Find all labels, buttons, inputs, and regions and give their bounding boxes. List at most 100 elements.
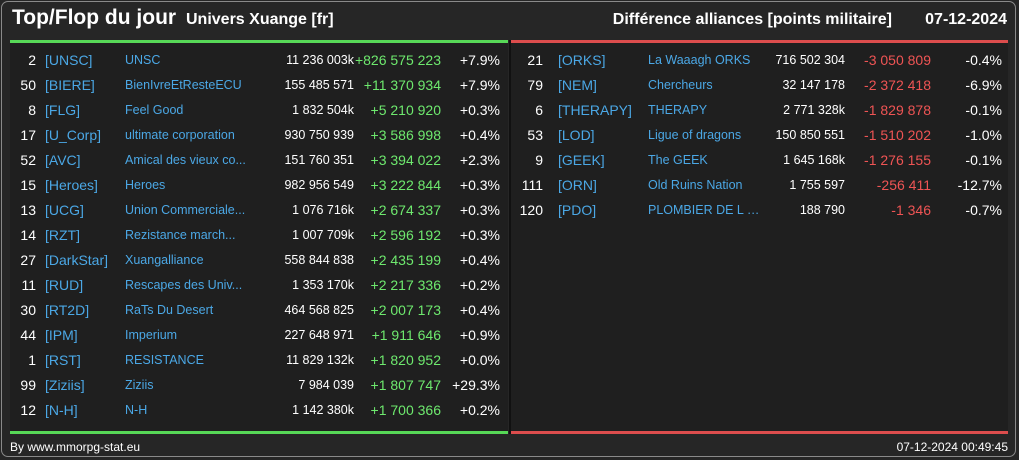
alliance-rank: 30 (20, 302, 36, 318)
alliance-rank: 2 (28, 52, 36, 68)
alliance-name-link[interactable]: ultimate corporation (125, 128, 235, 142)
alliance-tag-link[interactable]: [NEM] (558, 77, 597, 93)
alliance-tag-link[interactable]: [FLG] (45, 102, 81, 118)
gainer-row: 2 [UNSC] UNSC 11 236 003k +826 575 223 +7.9% (10, 48, 508, 73)
alliance-name-link[interactable]: RaTs Du Desert (125, 303, 214, 317)
panel-divider (509, 40, 511, 434)
points-difference: +826 575 223 (354, 52, 441, 68)
points-difference: +1 700 366 (370, 402, 441, 418)
points-difference: -3 050 809 (864, 52, 931, 68)
alliance-points: 227 648 971 (284, 328, 354, 342)
alliance-name-link[interactable]: PLOMBIER DE L O... (648, 203, 764, 217)
alliance-name-link[interactable]: Ligue of dragons (648, 128, 742, 142)
alliance-points: 1 645 168k (783, 153, 845, 167)
alliance-name-link[interactable]: Xuangalliance (125, 253, 204, 267)
loser-row: 79 [NEM] Chercheurs 32 147 178 -2 372 418 -6.… (511, 73, 1008, 98)
alliance-tag-link[interactable]: [U_Corp] (45, 127, 102, 143)
alliance-name-link[interactable]: BienIvreEtResteECU (125, 78, 242, 92)
points-difference: -1 276 155 (864, 152, 931, 168)
percent-change: +7.9% (459, 77, 500, 93)
points-difference: -256 411 (876, 177, 931, 193)
points-difference: +3 394 022 (370, 152, 441, 168)
alliance-rank: 6 (535, 102, 543, 118)
gainer-row: 1 [RST] RESISTANCE 11 829 132k +1 820 952 +0.… (10, 348, 508, 373)
alliance-tag-link[interactable]: [Heroes] (45, 177, 98, 193)
alliance-points: 151 760 351 (284, 153, 354, 167)
alliance-name-link[interactable]: The GEEK (648, 153, 708, 167)
alliance-tag-link[interactable]: [PDO] (558, 202, 597, 218)
alliance-points: 188 790 (799, 203, 845, 217)
alliance-name-link[interactable]: Imperium (125, 328, 178, 342)
alliance-name-link[interactable]: N-H (125, 403, 148, 417)
alliance-tag-link[interactable]: [ORKS] (558, 52, 606, 68)
percent-change: +0.3% (459, 177, 500, 193)
points-difference: +2 674 337 (370, 202, 441, 218)
percent-change: +0.3% (459, 202, 500, 218)
alliance-tag-link[interactable]: [UCG] (45, 202, 84, 218)
source-link[interactable]: By www.mmorpg-stat.eu (10, 440, 141, 454)
alliance-rank: 15 (20, 177, 36, 193)
alliance-points: 32 147 178 (782, 78, 845, 92)
alliance-rank: 50 (20, 77, 36, 93)
loser-row: 21 [ORKS] La Waaagh ORKS 716 502 304 -3 050 … (511, 48, 1008, 73)
header: Top/Flop du jour Univers Xuange [fr] Dif… (12, 6, 1007, 34)
alliance-name-link[interactable]: Amical des vieux co... (125, 153, 246, 167)
alliance-name-link[interactable]: Rezistance march... (125, 228, 236, 242)
percent-change: -0.1% (965, 152, 1002, 168)
alliance-name-link[interactable]: Heroes (125, 178, 166, 192)
alliance-tag-link[interactable]: [RST] (45, 352, 81, 368)
alliance-tag-link[interactable]: [DarkStar] (45, 252, 109, 268)
gainer-row: 15 [Heroes] Heroes 982 956 549 +3 222 844 +0.… (10, 173, 508, 198)
alliance-name-link[interactable]: UNSC (125, 53, 161, 67)
percent-change: +0.4% (459, 252, 500, 268)
alliance-points: 11 829 132k (286, 353, 354, 367)
alliance-tag-link[interactable]: [ORN] (558, 177, 597, 193)
footer-timestamp: 07-12-2024 00:49:45 (896, 440, 1008, 454)
alliance-rank: 21 (527, 52, 543, 68)
alliance-tag-link[interactable]: [THERAPY] (558, 102, 632, 118)
alliance-name-link[interactable]: Union Commerciale... (125, 203, 246, 217)
alliance-rank: 53 (527, 127, 543, 143)
alliance-points: 558 844 838 (284, 253, 354, 267)
alliance-points: 1 007 709k (292, 228, 354, 242)
points-difference: -1 346 (891, 202, 931, 218)
alliance-points: 1 755 597 (789, 178, 845, 192)
alliance-name-link[interactable]: RESISTANCE (125, 353, 204, 367)
alliance-tag-link[interactable]: [AVC] (45, 152, 81, 168)
alliance-name-link[interactable]: La Waaagh ORKS (648, 53, 751, 67)
alliance-tag-link[interactable]: [N-H] (45, 402, 78, 418)
points-difference: -1 510 202 (864, 127, 931, 143)
alliance-rank: 120 (519, 202, 543, 218)
alliance-tag-link[interactable]: [RUD] (45, 277, 84, 293)
alliance-points: 1 832 504k (292, 103, 354, 117)
points-difference: +1 911 646 (371, 327, 441, 343)
percent-change: +0.3% (459, 227, 500, 243)
percent-change: -0.4% (965, 52, 1002, 68)
percent-change: +7.9% (459, 52, 500, 68)
percent-change: +0.2% (459, 402, 500, 418)
points-difference: +3 222 844 (370, 177, 441, 193)
alliance-tag-link[interactable]: [RZT] (45, 227, 80, 243)
percent-change: -0.1% (965, 102, 1002, 118)
alliance-tag-link[interactable]: [GEEK] (558, 152, 605, 168)
alliance-name-link[interactable]: Ziziis (125, 378, 154, 392)
points-difference: -1 829 878 (864, 102, 931, 118)
alliance-name-link[interactable]: THERAPY (648, 103, 708, 117)
percent-change: -6.9% (965, 77, 1002, 93)
alliance-tag-link[interactable]: [RT2D] (45, 302, 90, 318)
alliance-rank: 44 (20, 327, 36, 343)
alliance-tag-link[interactable]: [IPM] (45, 327, 78, 343)
alliance-rank: 11 (21, 277, 36, 293)
alliance-rank: 8 (28, 102, 36, 118)
alliance-name-link[interactable]: Chercheurs (648, 78, 713, 92)
alliance-tag-link[interactable]: [BIERE] (45, 77, 95, 93)
alliance-tag-link[interactable]: [LOD] (558, 127, 595, 143)
gainer-row: 99 [Ziziis] Ziziis 7 984 039 +1 807 747 +29.3… (10, 373, 508, 398)
alliance-name-link[interactable]: Feel Good (125, 103, 184, 117)
alliance-tag-link[interactable]: [UNSC] (45, 52, 93, 68)
alliance-name-link[interactable]: Old Ruins Nation (648, 178, 743, 192)
alliance-tag-link[interactable]: [Ziziis] (45, 377, 85, 393)
alliance-name-link[interactable]: Rescapes des Univ... (125, 278, 243, 292)
points-difference: +5 210 920 (370, 102, 441, 118)
